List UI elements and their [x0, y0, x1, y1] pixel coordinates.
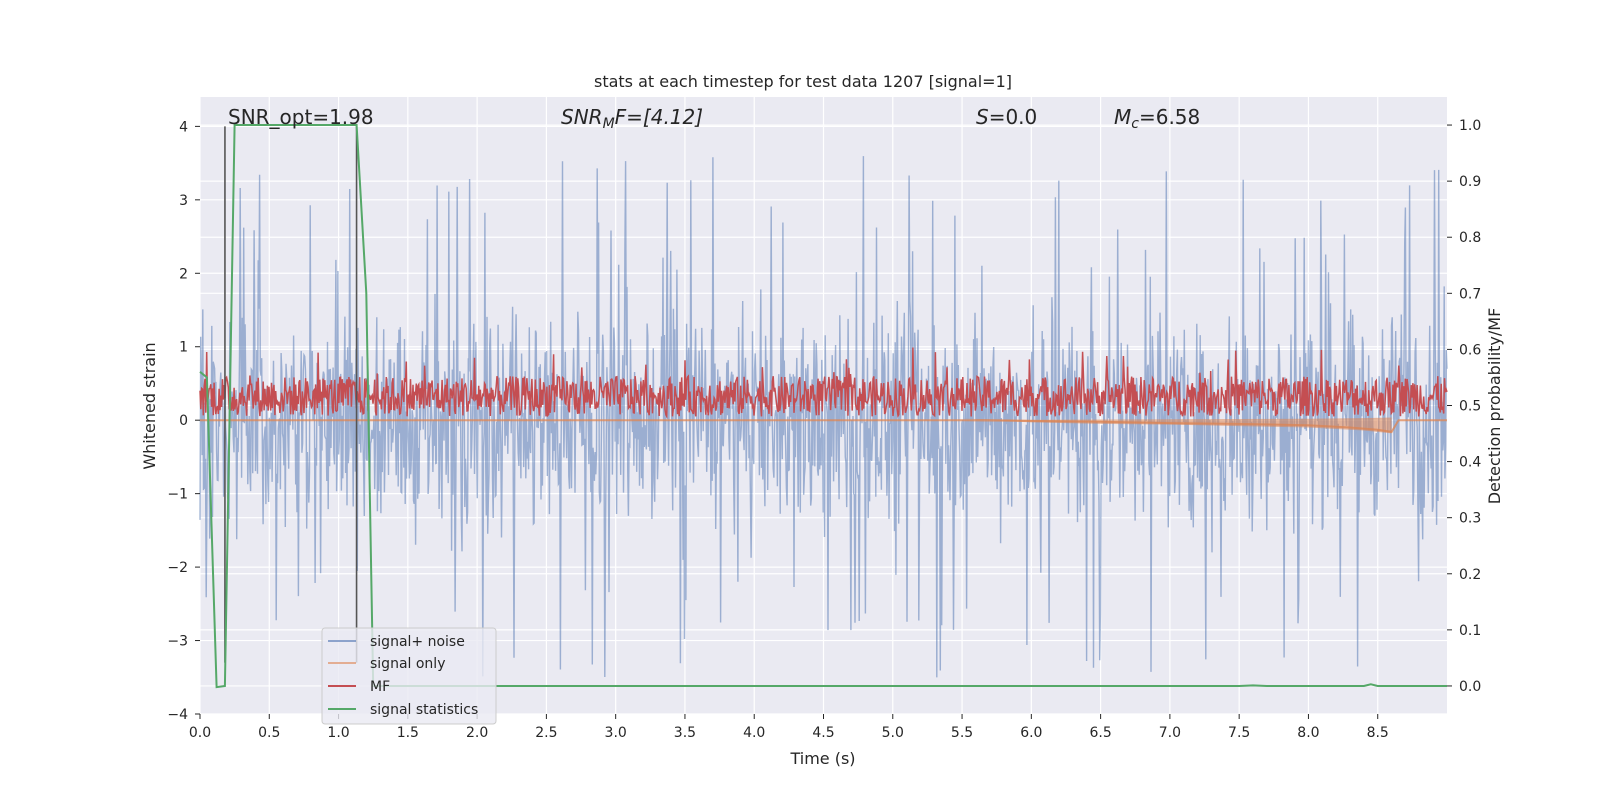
x-tick-label-17: 8.5 — [1367, 725, 1389, 741]
annotation-mc: Mc=6.58 — [1114, 105, 1200, 132]
chart-title: stats at each timestep for test data 120… — [594, 72, 1012, 91]
x-tick-label-3: 1.5 — [397, 725, 419, 741]
x-tick-label-9: 4.5 — [812, 725, 834, 741]
annotation-snr-opt: SNR_opt=1.98 — [228, 105, 374, 129]
x-tick-label-0: 0.0 — [189, 725, 211, 741]
y-tick-label-1: −3 — [167, 634, 188, 650]
annotation-s-rest: =0.0 — [989, 105, 1038, 129]
y-tick-label-2: −2 — [167, 560, 188, 576]
x-tick-label-13: 6.5 — [1089, 725, 1111, 741]
y-right-tick-label-5: 0.5 — [1459, 399, 1481, 415]
y-right-tick-label-9: 0.9 — [1459, 174, 1481, 190]
x-tick-label-1: 0.5 — [258, 725, 280, 741]
x-tick-label-11: 5.5 — [951, 725, 973, 741]
x-tick-label-2: 1.0 — [327, 725, 349, 741]
y-tick-label-3: −1 — [167, 487, 188, 503]
legend: signal+ noise signal only MF signal stat… — [321, 627, 497, 725]
y-tick-label-7: 3 — [179, 193, 188, 209]
x-tick-label-10: 5.0 — [882, 725, 904, 741]
y-axis-label: Whitened strain — [140, 342, 159, 469]
y-right-tick-label-2: 0.2 — [1459, 567, 1481, 583]
x-tick-label-14: 7.0 — [1159, 725, 1181, 741]
x-axis-ticks: 0.0 0.5 1.0 1.5 2.0 2.5 3.0 3.5 4.0 4.5 5.0 5.5 6.0 6… — [189, 714, 1389, 741]
y-right-tick-label-4: 0.4 — [1459, 455, 1481, 471]
x-tick-label-16: 8.0 — [1297, 725, 1319, 741]
annotation-s-symbol: S — [976, 105, 989, 129]
x-tick-label-8: 4.0 — [743, 725, 765, 741]
series-signal-only-envelope — [962, 417, 1392, 434]
x-tick-label-15: 7.5 — [1228, 725, 1250, 741]
legend-label-signal-statistics: signal statistics — [370, 702, 478, 718]
annotation-mc-sub: c — [1131, 116, 1139, 132]
x-axis-label: Time (s) — [789, 749, 855, 768]
series-mf — [199, 347, 1448, 420]
y-tick-label-5: 1 — [179, 340, 188, 356]
annotation-s: S=0.0 — [976, 105, 1037, 129]
y-right-axis-label: Detection probability/MF — [1485, 308, 1504, 505]
annotation-mc-symbol: M — [1114, 105, 1131, 129]
annotation-snr-mf-symbol: SNR — [561, 105, 603, 129]
x-tick-label-12: 6.0 — [1020, 725, 1042, 741]
x-tick-label-4: 2.0 — [466, 725, 488, 741]
y-tick-label-4: 0 — [179, 413, 188, 429]
plot-series — [199, 124, 1448, 689]
y-right-tick-label-8: 0.8 — [1459, 230, 1481, 246]
y-right-tick-label-7: 0.7 — [1459, 286, 1481, 302]
annotation-mc-rest: =6.58 — [1139, 105, 1200, 129]
annotation-snr-mf-sub: M — [603, 116, 615, 132]
annotation-snr-mf: SNRMF=[4.12] — [561, 105, 703, 132]
series-signal-noise — [199, 156, 1448, 678]
legend-label-signal-only: signal only — [370, 656, 445, 672]
x-tick-label-5: 2.5 — [535, 725, 557, 741]
x-tick-label-7: 3.5 — [674, 725, 696, 741]
y-right-tick-label-10: 1.0 — [1459, 118, 1481, 134]
y-tick-label-8: 4 — [179, 119, 188, 135]
series-signal-statistics — [199, 124, 1447, 689]
y-right-tick-label-3: 0.3 — [1459, 511, 1481, 527]
y-tick-label-6: 2 — [179, 266, 188, 282]
y-tick-label-0: −4 — [167, 707, 188, 723]
legend-label-signal-noise: signal+ noise — [370, 634, 465, 650]
x-tick-label-6: 3.0 — [605, 725, 627, 741]
y-right-tick-label-0: 0.0 — [1459, 679, 1481, 695]
y-axis-ticks: −4 −3 −2 −1 0 1 2 3 4 — [167, 119, 200, 723]
legend-label-mf: MF — [370, 679, 390, 695]
annotation-snr-mf-rest: F=[4.12] — [615, 105, 703, 129]
y-right-tick-label-6: 0.6 — [1459, 342, 1481, 358]
y-right-axis-ticks: 0.0 0.1 0.2 0.3 0.4 0.5 0.6 0.7 0.8 0.9 1.0 — [1447, 118, 1481, 695]
y-right-tick-label-1: 0.1 — [1459, 623, 1481, 639]
legend-box — [321, 627, 497, 725]
